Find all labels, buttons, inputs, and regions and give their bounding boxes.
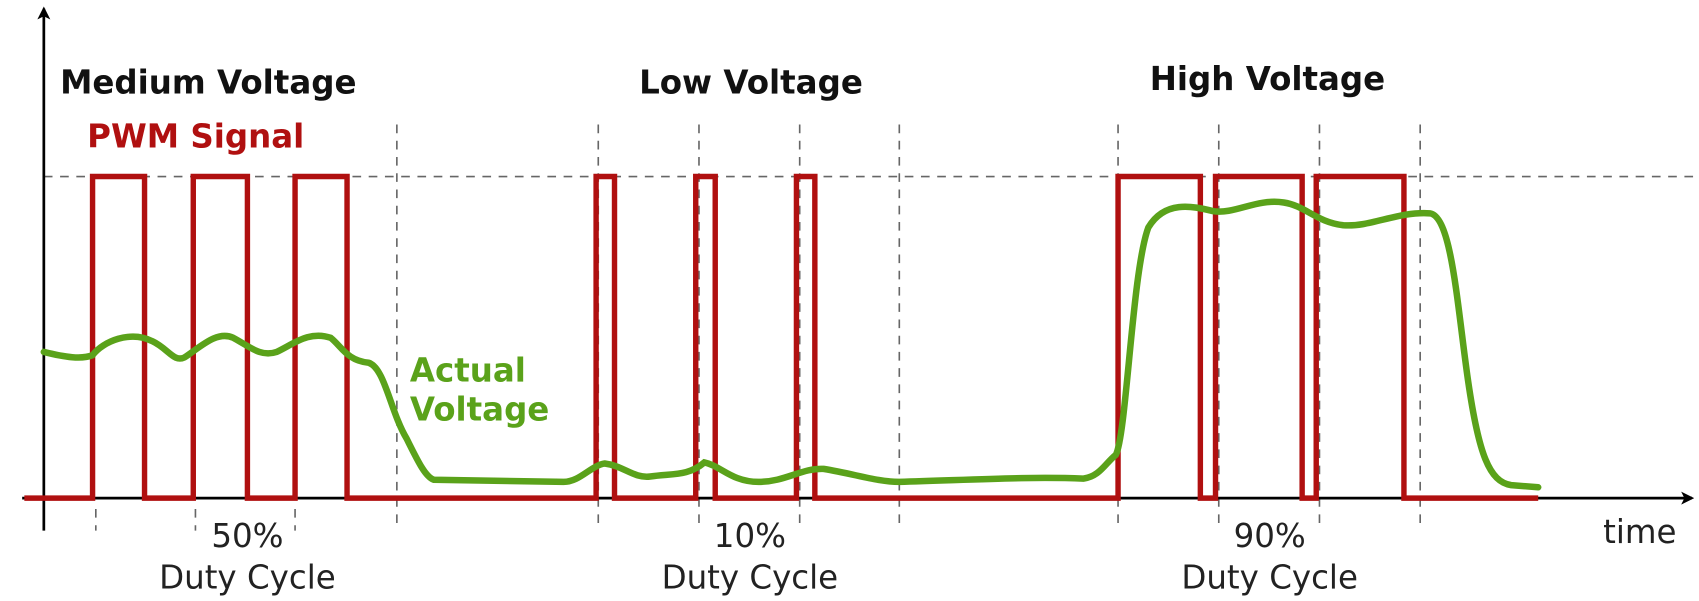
actual-label: Actual — [410, 352, 526, 390]
duty-caption: Duty Cycle — [159, 558, 336, 596]
duty-caption: Duty Cycle — [1181, 558, 1358, 596]
duty-value: 90% — [1234, 517, 1306, 555]
section-title: Low Voltage — [639, 63, 863, 101]
pwm-signal — [24, 173, 1539, 501]
section-title: Medium Voltage — [60, 63, 356, 101]
actual-voltage — [40, 198, 1542, 491]
grid — [43, 124, 1699, 531]
duty-value: 10% — [714, 517, 786, 555]
duty-value: 50% — [211, 517, 283, 555]
pwm-label: PWM Signal — [87, 118, 304, 156]
section-title: High Voltage — [1150, 60, 1385, 98]
x-axis-label: time — [1603, 513, 1676, 551]
duty-caption: Duty Cycle — [662, 558, 839, 596]
actual-label: Voltage — [410, 390, 549, 428]
